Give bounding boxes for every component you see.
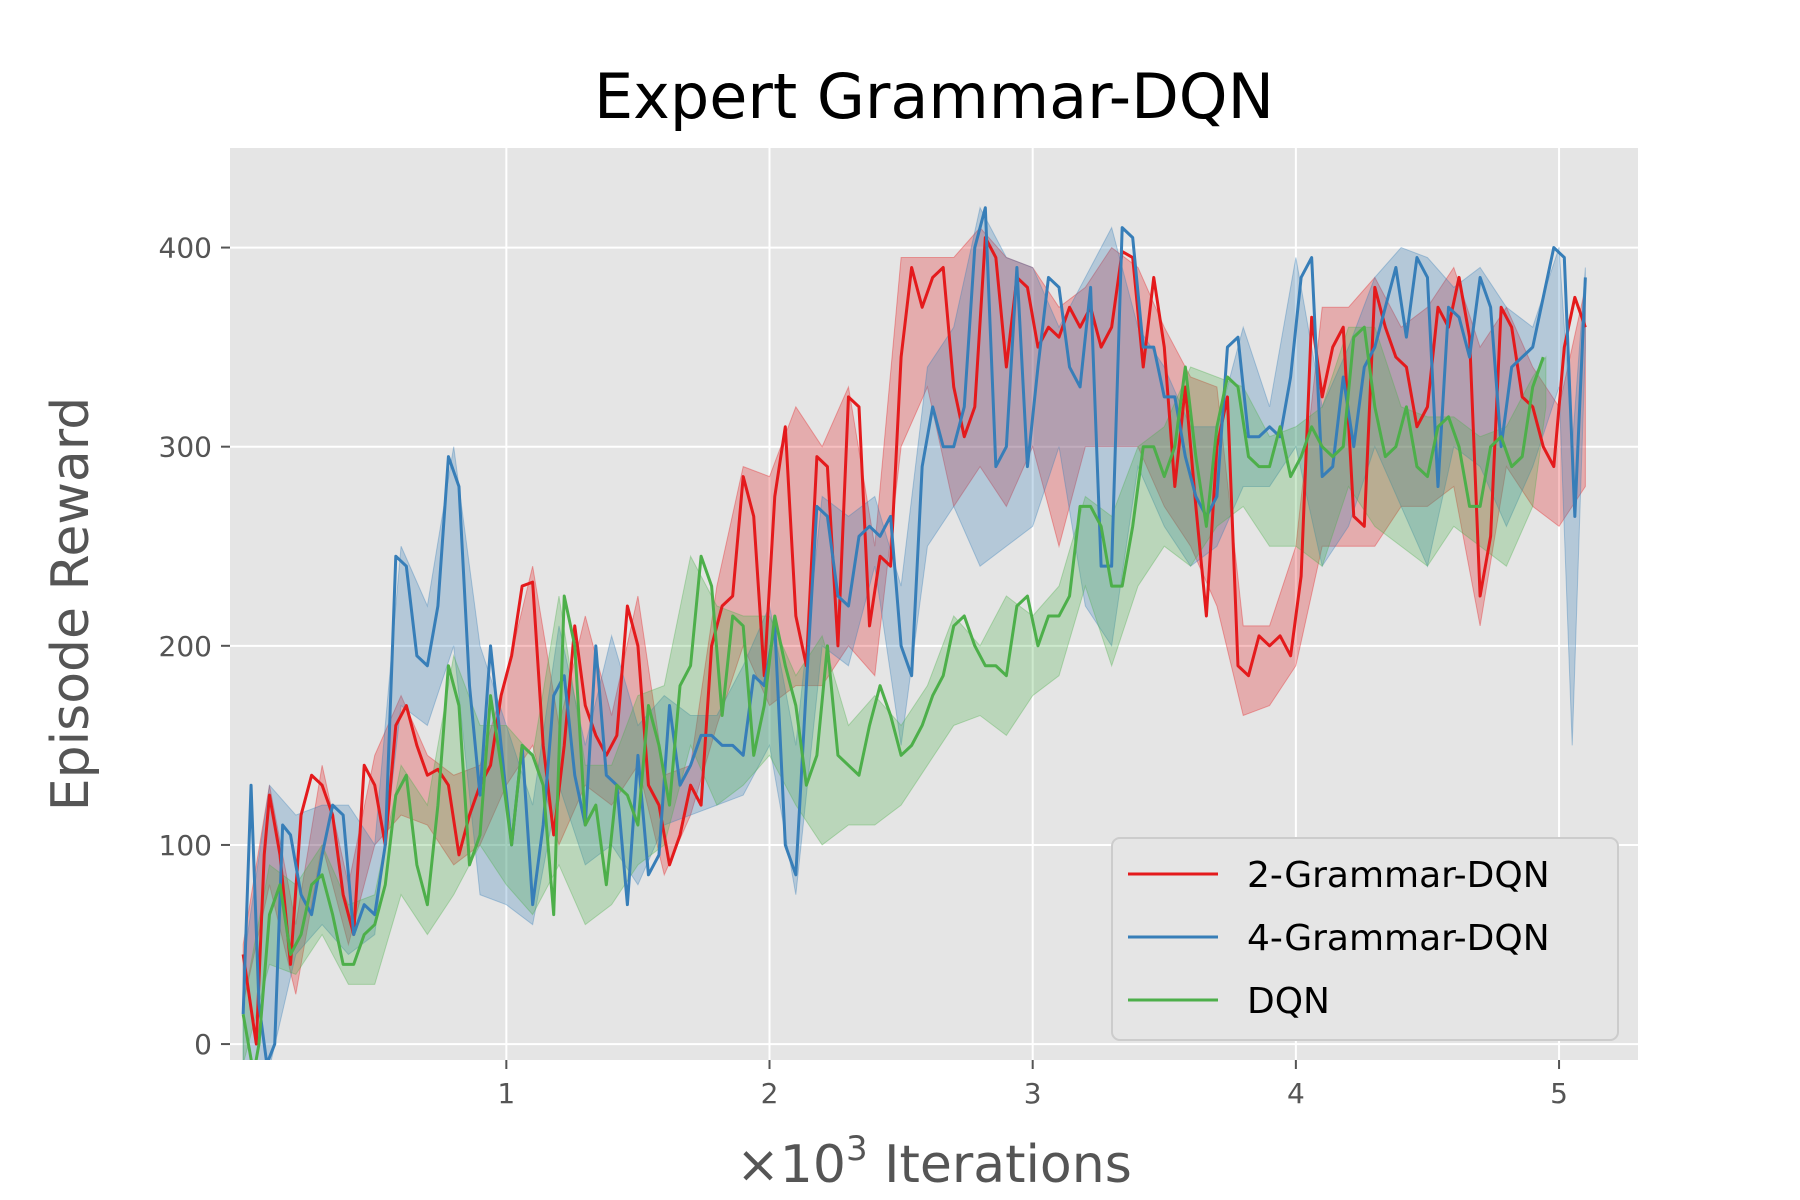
legend-box <box>1111 837 1619 1041</box>
legend-label-dqn: DQN <box>1247 981 1330 1022</box>
series-line-4-grammar-dqn <box>241 206 1587 1060</box>
series-line-dqn <box>241 325 1545 1060</box>
series-lines <box>241 206 1587 1060</box>
x-tick-label: 5 <box>1550 1077 1568 1110</box>
x-tick-label: 1 <box>497 1077 515 1110</box>
legend: 2-Grammar-DQN 4-Grammar-DQN DQN <box>1111 837 1619 1041</box>
y-axis-title: Episode Reward <box>41 397 101 811</box>
band-dqn <box>242 326 1547 1060</box>
x-tick-label: 3 <box>1024 1077 1042 1110</box>
legend-label-4-grammar-dqn: 4-Grammar-DQN <box>1247 918 1550 959</box>
x-axis-title-exponent: 3 <box>846 1129 868 1169</box>
x-axis-title: ×103 Iterations <box>736 1129 1132 1195</box>
chart-title: Expert Grammar-DQN <box>594 60 1274 133</box>
y-tick-label: 0 <box>194 1028 212 1061</box>
y-tick-label: 400 <box>159 232 212 265</box>
series-line-2-grammar-dqn <box>241 236 1587 1046</box>
y-tick-label: 100 <box>159 829 212 862</box>
axis-ticks: 1 2 3 4 5 0 100 200 300 400 <box>159 232 1568 1110</box>
legend-label-2-grammar-dqn: 2-Grammar-DQN <box>1247 855 1550 896</box>
x-tick-label: 4 <box>1287 1077 1305 1110</box>
x-axis-title-prefix: ×10 <box>736 1135 846 1195</box>
x-tick-label: 2 <box>761 1077 779 1110</box>
x-axis-title-suffix: Iterations <box>868 1135 1132 1195</box>
y-tick-label: 300 <box>159 431 212 464</box>
y-tick-label: 200 <box>159 630 212 663</box>
